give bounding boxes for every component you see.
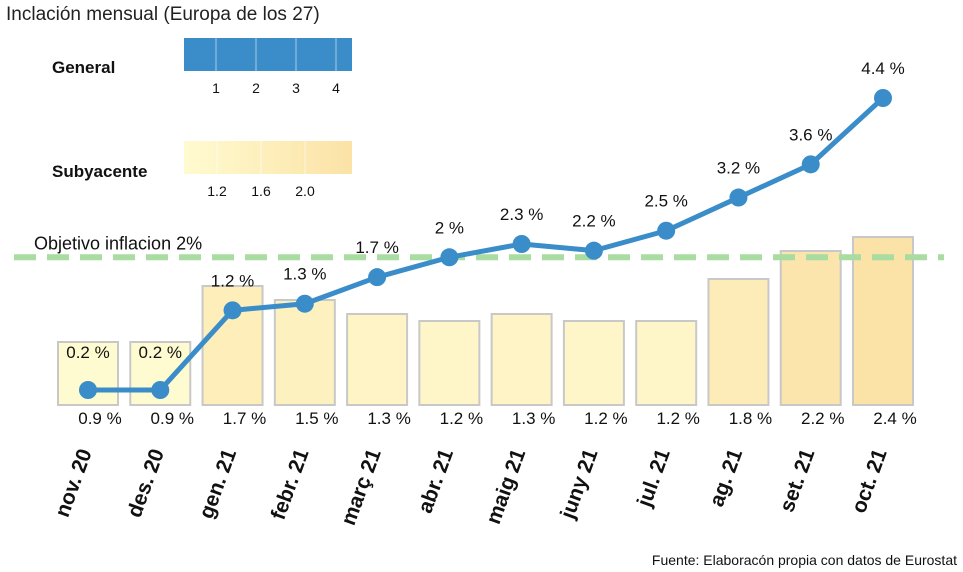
legend-subyacente-tick: 2.0 [295,183,315,199]
general-point [801,155,820,174]
subyacente-bar [779,250,842,406]
legend-general-tick: 2 [252,80,260,96]
legend-general-tick: 1 [212,80,220,96]
subyacente-value-label: 1.2 % [584,409,627,428]
x-tick-label: nov. 20 [51,446,97,520]
x-tick-label: maig 21 [482,446,530,528]
data-labels: Objetivo inflacion 2% 0.2 % 0.2 % 1.2 % 1.3 … [34,59,917,428]
subyacente-bar [707,278,770,406]
general-point [584,241,603,260]
legend-subyacente-tick: 1.6 [251,183,271,199]
legend-subyacente-tick: 1.2 [207,183,227,199]
legend-general-tick: 4 [332,80,340,96]
subyacente-value-label: 2.4 % [873,409,916,428]
x-axis-labels: nov. 20 des. 20 gen. 21 febr. 21 març 21 abr.… [51,446,892,529]
subyacente-value-label: 1.5 % [295,409,338,428]
x-tick-label: des. 20 [123,446,169,521]
subyacente-bar [273,299,336,406]
general-value-label: 1.3 % [283,265,326,284]
x-tick-label: abr. 21 [414,446,458,517]
general-point [295,294,314,313]
subyacente-value-label: 2.2 % [801,409,844,428]
source-note: Fuente: Elaboracón propia con datos de E… [651,552,957,568]
legend-subyacente-label: Subyacente [52,162,148,181]
subyacente-value-label: 1.8 % [729,409,772,428]
subyacente-bar [635,320,698,406]
legend-general-tick: 3 [292,80,300,96]
general-point [368,268,387,287]
general-value-label: 3.2 % [717,159,760,178]
general-value-label: 1.7 % [355,238,398,257]
general-value-label: 1.2 % [211,271,254,290]
subyacente-bar [490,313,553,406]
general-point [729,188,748,207]
legend: 1 2 3 4 1.2 1.6 2.0 [184,38,352,199]
general-value-label: 0.2 % [66,343,109,362]
legend-general-label: General [52,58,116,77]
general-point [874,89,892,107]
subyacente-value-label: 0.9 % [78,409,121,428]
subyacente-bar [418,320,481,406]
x-tick-label: febr. 21 [267,446,314,523]
general-value-label: 4.4 % [861,59,904,78]
legend-subyacente-colorbar [184,141,352,174]
general-point [657,221,676,240]
subyacente-bars [57,236,914,406]
general-point [440,248,459,267]
general-point [151,381,170,399]
x-tick-label: ag. 21 [705,446,747,510]
subyacente-value-label: 1.3 % [367,409,410,428]
subyacente-value-label: 1.3 % [512,409,555,428]
x-tick-label: juny 21 [556,446,603,523]
general-line [79,89,892,399]
general-value-label: 2.2 % [572,212,615,231]
x-tick-label: gen. 21 [195,446,241,522]
subyacente-value-label: 0.9 % [151,409,194,428]
legend-general-colorbar [184,38,352,71]
x-tick-label: jul. 21 [633,446,675,511]
general-value-label: 3.6 % [789,125,832,144]
x-tick-label: març 21 [337,446,386,529]
x-tick-label: set. 21 [775,446,819,516]
subyacente-bar [852,236,914,406]
subyacente-value-label: 1.2 % [440,409,483,428]
subyacente-bar [562,320,625,406]
general-point [79,381,97,399]
general-point [512,235,531,253]
x-tick-label: oct. 21 [847,446,891,517]
general-point [223,301,242,320]
subyacente-value-label: 1.2 % [656,409,699,428]
target-label: Objetivo inflacion 2% [34,233,202,253]
general-value-label: 0.2 % [139,343,182,362]
chart-title: Inclación mensual (Europa de los 27) [6,4,320,25]
general-value-label: 2 % [435,218,464,237]
general-line-path [88,96,885,393]
subyacente-value-label: 1.7 % [223,409,266,428]
general-value-label: 2.5 % [644,192,687,211]
subyacente-bar [346,313,409,406]
general-value-label: 2.3 % [500,205,543,224]
